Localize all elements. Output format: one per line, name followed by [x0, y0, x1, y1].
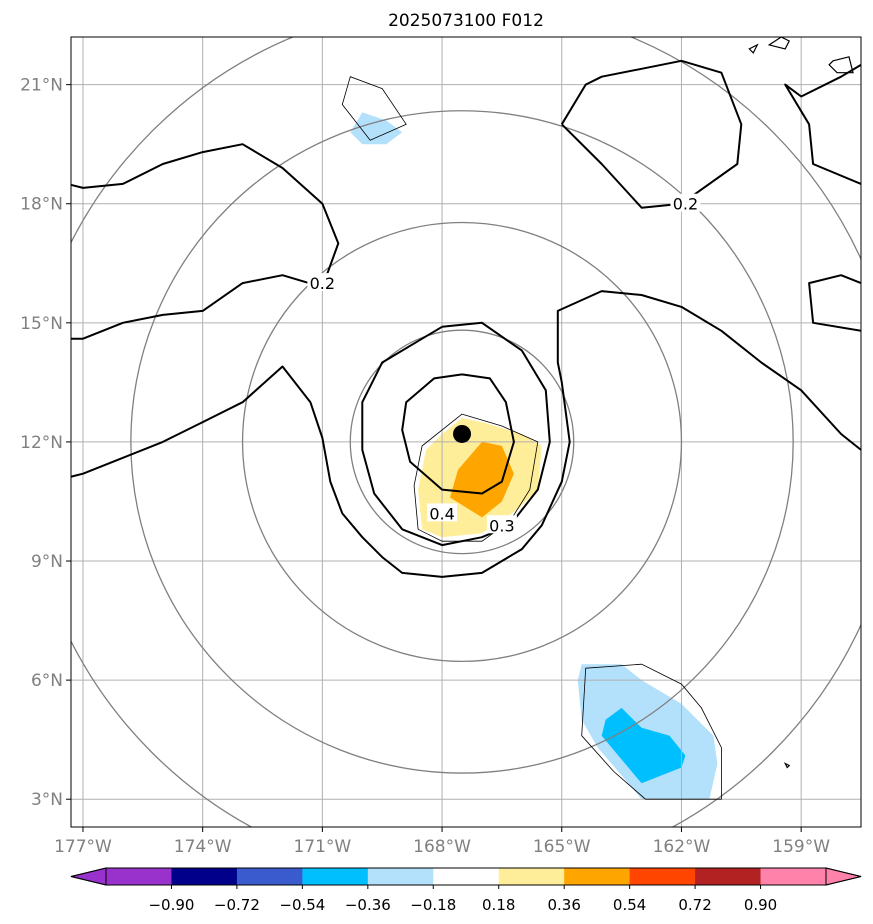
colorbar-tick-label-3: −0.36: [345, 896, 391, 914]
colorbar-tick-label-0: −0.90: [148, 896, 194, 914]
colorbar-extend-high: [825, 867, 862, 886]
colorbar-tick-label-9: 0.90: [744, 896, 777, 914]
colorbar-bin-8: [629, 868, 696, 885]
x-tick-label-0: 177°W: [54, 837, 112, 857]
thin-outline-0: [413, 413, 539, 542]
y-tick-label-6: 21°N: [20, 76, 63, 96]
colorbar-bin-3: [302, 868, 369, 885]
contour-line-1: [71, 290, 861, 578]
colorbar-tick-label-5: 0.18: [482, 896, 515, 914]
filled-region-4: [601, 707, 686, 784]
colorbar: −0.90 −0.72 −0.54 −0.36 −0.18 0.18 0.36 0.54 0.7…: [70, 867, 862, 914]
colorbar-tick-label-6: 0.36: [547, 896, 580, 914]
coastlines: [748, 37, 854, 769]
y-tick-label-3: 12°N: [20, 433, 63, 453]
colorbar-bin-2: [236, 868, 303, 885]
lat-lon-grid: [71, 37, 861, 827]
chart-title: 2025073100 F012: [388, 11, 544, 31]
colorbar-bin-10: [760, 868, 827, 885]
coastline-2: [748, 43, 759, 54]
contour-labels: 0.2 0.2 0.4 0.3: [307, 193, 701, 535]
map-plot-area: 0.2 0.2 0.4 0.3: [70, 36, 862, 828]
colorbar-frame: [70, 867, 862, 886]
contour-label-bg-2: [427, 503, 458, 522]
y-tick-label-1: 6°N: [31, 671, 63, 691]
x-tick-label-5: 162°W: [653, 837, 711, 857]
contour-line-5: [361, 321, 551, 547]
thin-outline-1: [341, 76, 407, 141]
y-axis-ticks: 3°N 6°N 9°N 12°N 15°N 18°N 21°N: [20, 76, 71, 810]
coastline-0: [767, 37, 791, 50]
contour-label-1: 0.2: [673, 195, 698, 214]
contour-lines: [71, 59, 861, 578]
range-rings: [71, 37, 861, 827]
colorbar-bin-6: [498, 868, 565, 885]
contour-line-4: [808, 274, 861, 332]
colorbar-tick-label-2: −0.54: [279, 896, 325, 914]
storm-center-marker-group: [453, 424, 472, 443]
colorbar-tick-label-1: −0.72: [214, 896, 260, 914]
contour-label-2: 0.4: [429, 504, 454, 523]
coastline-3: [783, 762, 791, 769]
y-tick-label-0: 3°N: [31, 790, 63, 810]
coastline-1: [828, 56, 854, 74]
contour-label-bg-0: [307, 273, 338, 292]
colorbar-bin-9: [695, 868, 762, 885]
x-axis-ticks: 177°W 174°W 171°W 168°W 165°W 162°W 159°W: [54, 827, 830, 857]
filled-region-1: [450, 441, 514, 518]
contour-label-bg-3: [486, 515, 517, 534]
contour-label-bg-1: [670, 193, 701, 212]
filled-region-2: [350, 112, 403, 145]
range-ring-0: [349, 329, 575, 555]
y-tick-label-2: 9°N: [31, 552, 63, 572]
x-tick-label-4: 165°W: [533, 837, 591, 857]
storm-center-marker: [453, 424, 472, 443]
contour-label-0: 0.2: [310, 274, 335, 293]
colorbar-extend-low: [70, 867, 107, 886]
x-tick-label-3: 168°W: [413, 837, 471, 857]
contour-line-3: [784, 63, 861, 185]
contour-line-2: [560, 59, 743, 209]
contour-line-6: [401, 373, 515, 495]
plot-frame: [70, 36, 862, 828]
contour-line-0: [71, 143, 340, 340]
contour-label-3: 0.3: [489, 516, 514, 535]
thin-contour-outlines: [341, 76, 722, 800]
colorbar-tick-label-8: 0.72: [678, 896, 711, 914]
thin-outline-2: [581, 663, 722, 800]
x-tick-label-1: 174°W: [174, 837, 232, 857]
colorbar-bin-4: [367, 868, 434, 885]
y-tick-label-4: 15°N: [20, 314, 63, 334]
x-tick-label-2: 171°W: [293, 837, 351, 857]
range-ring-1: [241, 221, 683, 663]
colorbar-bin-0: [106, 868, 172, 885]
y-tick-label-5: 18°N: [20, 195, 63, 215]
colorbar-bin-7: [564, 868, 631, 885]
colorbar-tick-label-4: −0.18: [410, 896, 456, 914]
colorbar-bin-5: [433, 868, 500, 885]
colorbar-tick-label-7: 0.54: [613, 896, 646, 914]
range-ring-2: [130, 110, 794, 774]
x-tick-label-6: 159°W: [772, 837, 830, 857]
colorbar-bin-1: [171, 868, 238, 885]
